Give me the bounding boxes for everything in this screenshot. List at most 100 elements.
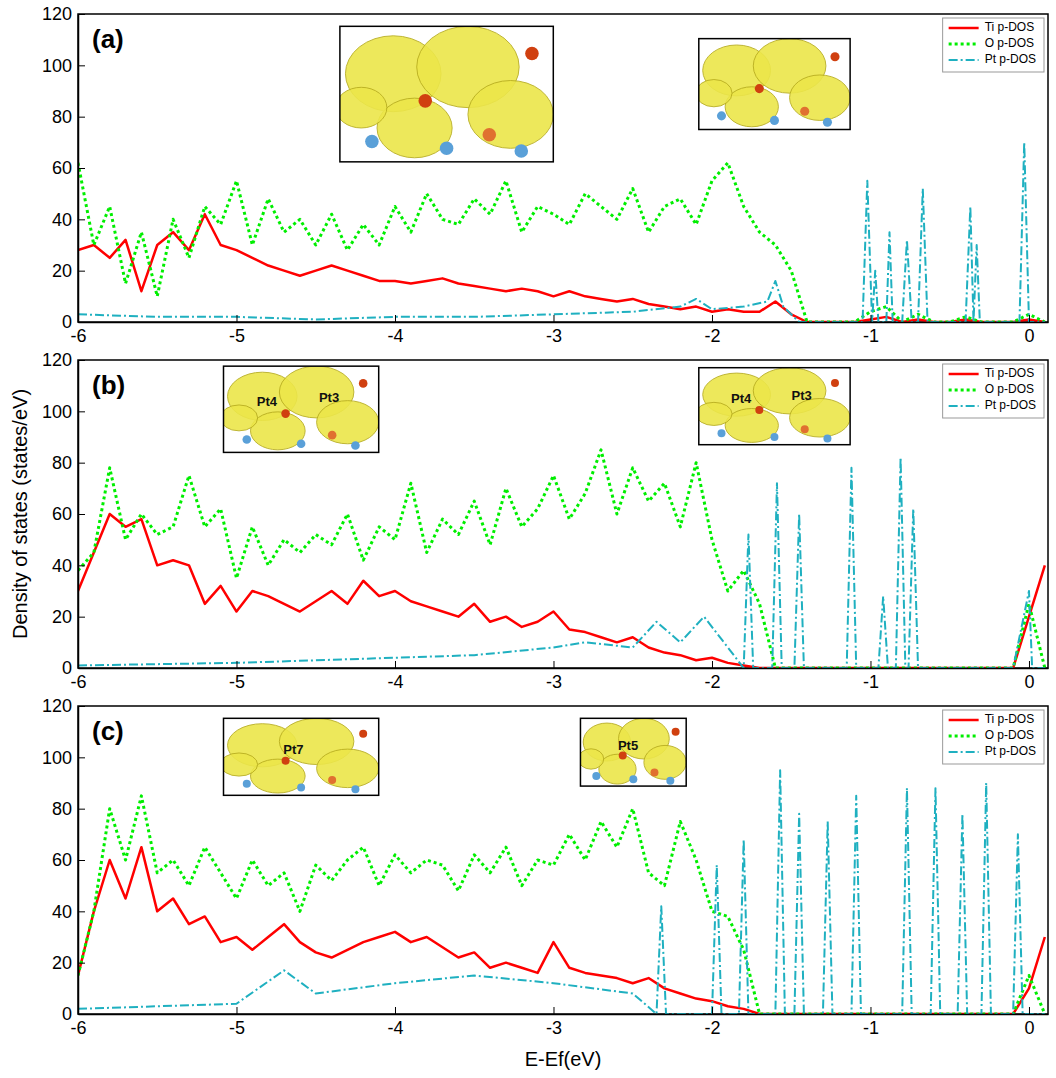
- y-tick-mark: [78, 411, 85, 412]
- y-tick-label: 0: [62, 658, 72, 678]
- x-axis: -6-5-4-3-2-10: [70, 315, 1048, 346]
- x-tick: -3: [546, 315, 562, 346]
- y-tick-label: 100: [42, 748, 72, 768]
- x-tick: -5: [229, 661, 245, 692]
- inset: Pt4Pt3: [220, 366, 378, 452]
- legend-box: [943, 364, 1044, 418]
- x-tick-mark: [553, 315, 554, 322]
- y-tick-mark: [78, 360, 85, 361]
- y-tick-label: 80: [52, 453, 72, 473]
- x-tick: -4: [387, 315, 403, 346]
- x-tick: 0: [1024, 661, 1034, 692]
- atom: [297, 439, 306, 448]
- inset-picture: [224, 718, 379, 793]
- y-tick: 60: [52, 504, 85, 524]
- x-tick-label: -6: [70, 1018, 86, 1038]
- y-tick-label: 40: [52, 210, 72, 230]
- atom: [717, 111, 726, 120]
- series-line: [78, 770, 1045, 1014]
- x-tick: 0: [1024, 1007, 1034, 1038]
- y-tick: 20: [52, 607, 85, 627]
- inset-label: Pt7: [283, 742, 303, 757]
- x-tick: -4: [387, 661, 403, 692]
- x-tick-mark: [712, 661, 713, 668]
- y-axis: 020406080100120: [42, 4, 85, 332]
- legend-swatch: [949, 389, 979, 392]
- x-tick-mark: [236, 315, 237, 322]
- y-tick-mark: [78, 963, 85, 964]
- isosurface: [790, 399, 851, 438]
- inset: Pt4Pt3: [696, 368, 850, 445]
- legend-label: Ti p-DOS: [985, 712, 1035, 726]
- inset-label: Pt3: [792, 388, 812, 403]
- isosurface: [699, 402, 732, 425]
- y-tick: 0: [62, 658, 85, 678]
- y-tick: 120: [42, 696, 85, 716]
- legend: Ti p-DOSO p-DOSPt p-DOS: [943, 364, 1044, 418]
- y-tick-mark: [78, 617, 85, 618]
- atom: [351, 785, 359, 793]
- atom: [440, 142, 454, 156]
- atom: [297, 784, 305, 792]
- panel: Pt4Pt3Pt4Pt3-6-5-4-3-2-10020406080100120…: [42, 350, 1049, 692]
- legend-label: Pt p-DOS: [985, 398, 1036, 412]
- atom: [650, 769, 658, 777]
- atom: [328, 776, 336, 784]
- x-axis-line: [79, 668, 1049, 670]
- y-tick: 120: [42, 4, 85, 24]
- y-tick: 120: [42, 350, 85, 370]
- y-tick-mark: [78, 809, 85, 810]
- inset-label: Pt5: [618, 738, 638, 753]
- atom: [328, 431, 337, 440]
- plot-frame: [78, 14, 1048, 322]
- legend-swatch: [949, 27, 979, 30]
- atom: [770, 116, 779, 125]
- figure: -6-5-4-3-2-10020406080100120(a)Ti p-DOSO…: [0, 0, 1056, 1078]
- series-line: [78, 796, 1045, 1014]
- y-tick-mark: [78, 1014, 85, 1015]
- x-axis-line: [79, 1014, 1049, 1016]
- x-tick-mark: [395, 661, 396, 668]
- x-tick-label: -4: [387, 672, 403, 692]
- inset-border: [580, 718, 686, 786]
- atom: [770, 433, 778, 441]
- y-tick-label: 20: [52, 607, 72, 627]
- x-tick: -2: [704, 315, 720, 346]
- atom: [281, 409, 290, 418]
- y-tick-label: 120: [42, 4, 72, 24]
- isosurface: [340, 87, 387, 128]
- x-tick: -3: [546, 661, 562, 692]
- x-axis-title: E-Ef(eV): [525, 1048, 602, 1070]
- y-tick-mark: [78, 14, 85, 15]
- plot-frame: [78, 360, 1048, 668]
- x-tick: -4: [387, 1007, 403, 1038]
- atom: [242, 435, 251, 444]
- legend-swatch: [949, 405, 979, 407]
- x-tick-mark: [1029, 315, 1030, 322]
- inset-picture: [699, 39, 850, 127]
- legend-label: O p-DOS: [985, 36, 1034, 50]
- y-tick: 0: [62, 312, 85, 332]
- y-tick-label: 120: [42, 350, 72, 370]
- inset-picture: [224, 366, 379, 450]
- y-tick-mark: [78, 911, 85, 912]
- x-tick-label: -5: [229, 672, 245, 692]
- inset-border: [699, 368, 850, 445]
- x-tick-label: -3: [546, 326, 562, 346]
- x-tick: -5: [229, 315, 245, 346]
- x-tick: -5: [229, 1007, 245, 1038]
- atom: [801, 425, 809, 433]
- atom: [717, 429, 725, 437]
- atom: [755, 84, 764, 93]
- x-tick-label: -2: [704, 1018, 720, 1038]
- inset: [696, 39, 850, 130]
- y-tick: 40: [52, 902, 85, 922]
- y-tick-mark: [78, 668, 85, 669]
- y-tick-mark: [78, 514, 85, 515]
- legend-swatch: [949, 751, 979, 753]
- atom: [666, 777, 674, 785]
- atom: [800, 107, 809, 116]
- y-tick: 20: [52, 953, 85, 973]
- y-tick-label: 80: [52, 107, 72, 127]
- y-tick-label: 0: [62, 312, 72, 332]
